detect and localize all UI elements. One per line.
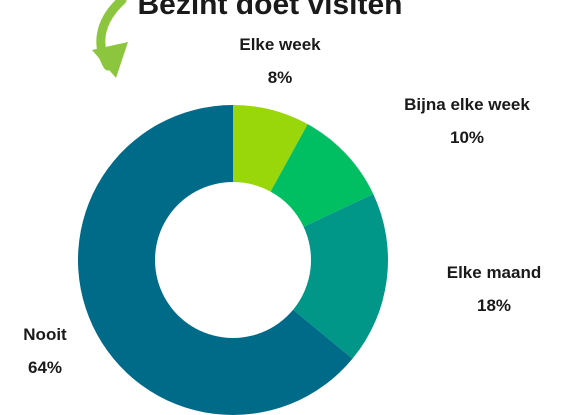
slice-value: 8% xyxy=(268,68,293,87)
slice-value: 10% xyxy=(450,128,484,147)
donut-slice xyxy=(77,105,353,415)
slice-value: 18% xyxy=(477,296,511,315)
arrow xyxy=(92,0,128,78)
slice-label: Bijna elke week xyxy=(404,95,530,114)
donut-slice xyxy=(233,105,308,192)
donut-slice xyxy=(293,194,389,359)
slice-label: Nooit xyxy=(23,325,67,344)
donut-slice xyxy=(270,124,374,227)
slice-value: 64% xyxy=(28,358,62,377)
chart-title: Bezint doet visiten xyxy=(137,0,402,21)
slice-label: Elke week xyxy=(239,35,321,54)
slice-label: Elke maand xyxy=(447,263,542,282)
